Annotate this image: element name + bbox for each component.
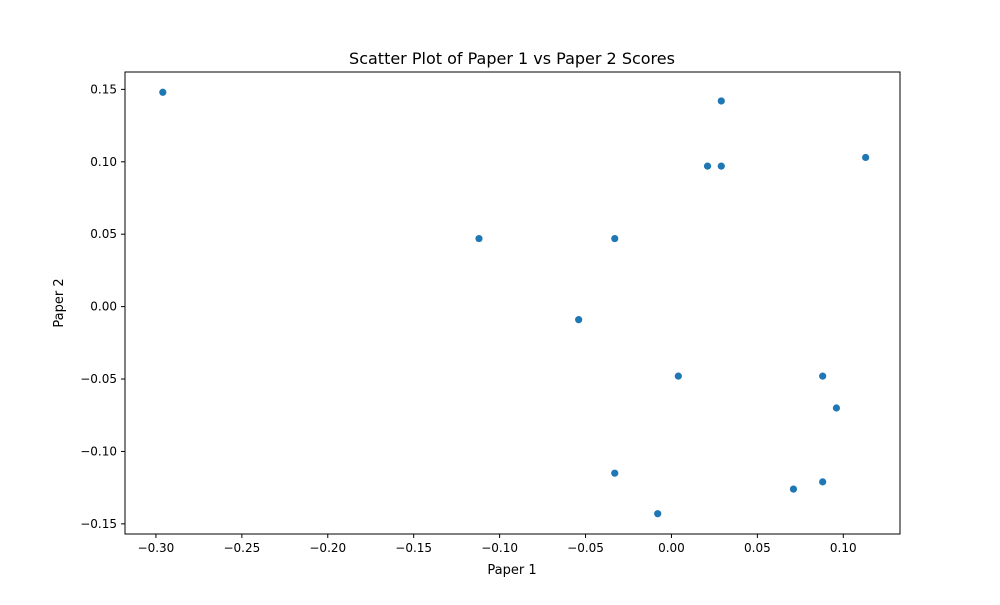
y-tick-label: −0.15 <box>80 517 117 531</box>
data-point <box>611 469 619 477</box>
x-tick-label: 0.10 <box>830 541 857 555</box>
data-point <box>717 162 725 170</box>
x-tick-label: 0.05 <box>744 541 771 555</box>
x-tick-label: −0.05 <box>567 541 604 555</box>
y-tick-label: 0.00 <box>90 300 117 314</box>
data-point <box>575 316 583 324</box>
y-tick-label: 0.15 <box>90 82 117 96</box>
x-axis-label: Paper 1 <box>487 563 536 578</box>
data-point <box>703 162 712 170</box>
x-tick-label: −0.30 <box>138 541 175 555</box>
data-point <box>611 234 619 243</box>
y-axis: −0.15 −0.10 −0.05 0.00 0.05 0.10 0.15 <box>80 82 125 531</box>
x-tick-label: −0.25 <box>223 541 260 555</box>
chart-title: Scatter Plot of Paper 1 vs Paper 2 Score… <box>349 49 675 68</box>
y-tick-label: −0.05 <box>80 372 117 386</box>
data-points <box>159 88 870 518</box>
x-axis: −0.30 −0.25 −0.20 −0.15 −0.10 −0.05 0.00 0.05 0.… <box>138 534 857 555</box>
y-axis-label: Paper 2 <box>52 278 67 327</box>
data-point <box>717 97 725 105</box>
data-point <box>832 404 841 412</box>
x-tick-label: −0.10 <box>481 541 518 555</box>
data-point <box>862 153 870 162</box>
data-point <box>674 372 682 380</box>
x-tick-label: 0.00 <box>658 541 685 555</box>
data-point <box>819 372 827 380</box>
data-point <box>819 478 827 486</box>
x-tick-label: −0.20 <box>309 541 346 555</box>
plot-area-frame <box>124 71 901 535</box>
data-point <box>159 88 167 96</box>
data-point <box>654 510 662 518</box>
x-tick-label: −0.15 <box>395 541 432 555</box>
y-tick-label: 0.10 <box>90 155 117 169</box>
y-tick-label: 0.05 <box>90 227 117 241</box>
data-point <box>475 234 483 243</box>
y-tick-label: −0.10 <box>80 444 117 458</box>
data-point <box>789 485 798 493</box>
